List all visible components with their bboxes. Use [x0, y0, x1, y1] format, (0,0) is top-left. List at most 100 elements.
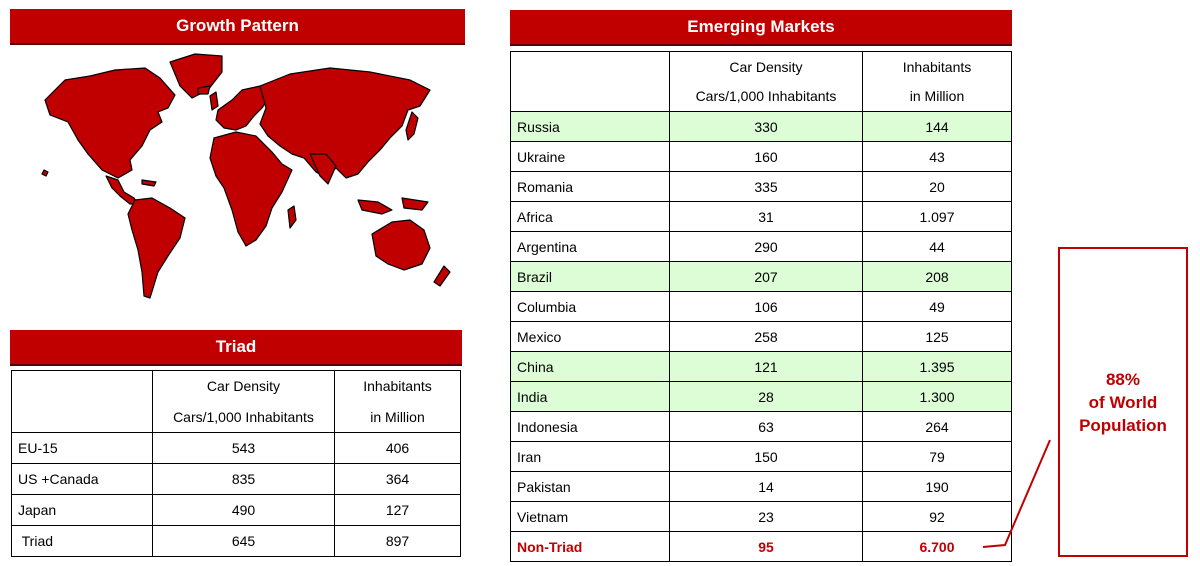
row-name: Brazil: [510, 261, 670, 292]
row-inhabitants: 406: [334, 432, 461, 464]
row-density: 543: [152, 432, 335, 464]
emerging-markets-table: Car Density Inhabitants Cars/1,000 Inhab…: [510, 51, 1012, 562]
row-name: Japan: [11, 494, 153, 526]
row-name: US +Canada: [11, 463, 153, 495]
em-subheader-inhabitants: in Million: [862, 81, 1012, 112]
table-row: Russia 330 144: [510, 111, 1012, 142]
row-name: Indonesia: [510, 411, 670, 442]
row-inhabitants: 1.300: [862, 381, 1012, 412]
row-density: 645: [152, 525, 335, 557]
row-name: Columbia: [510, 291, 670, 322]
row-inhabitants: 264: [862, 411, 1012, 442]
table-row: Mexico 258 125: [510, 321, 1012, 352]
triad-header-inhabitants: Inhabitants: [334, 370, 461, 402]
row-density: 121: [669, 351, 863, 382]
emerging-markets-title: Emerging Markets: [687, 17, 835, 36]
row-density: 490: [152, 494, 335, 526]
triad-subheader-row: Cars/1,000 Inhabitants in Million: [11, 401, 461, 433]
row-density: 106: [669, 291, 863, 322]
table-row: Romania 335 20: [510, 171, 1012, 202]
map-madagascar: [287, 205, 297, 229]
em-header-blank: [510, 51, 670, 82]
row-name: Mexico: [510, 321, 670, 352]
table-row: Ukraine 160 43: [510, 141, 1012, 172]
row-density: 207: [669, 261, 863, 292]
table-row: EU-15 543 406: [11, 432, 461, 464]
row-name: India: [510, 381, 670, 412]
row-name: Vietnam: [510, 501, 670, 532]
row-density: 258: [669, 321, 863, 352]
table-row: Indonesia 63 264: [510, 411, 1012, 442]
map-africa: [209, 131, 293, 247]
growth-pattern-title: Growth Pattern: [176, 16, 299, 35]
row-density: 150: [669, 441, 863, 472]
em-body: Russia 330 144 Ukraine 160 43 Romania 335 20 Afri…: [510, 111, 1012, 532]
table-row: China 121 1.395: [510, 351, 1012, 382]
table-row: Columbia 106 49: [510, 291, 1012, 322]
world-population-callout: 88% of World Population: [1058, 247, 1188, 557]
row-name: Pakistan: [510, 471, 670, 502]
triad-header: Triad: [10, 330, 462, 366]
map-greenland: [169, 53, 223, 99]
map-north-america: [44, 67, 176, 179]
map-central-america: [105, 175, 139, 205]
triad-table: Car Density Inhabitants Cars/1,000 Inhab…: [11, 370, 461, 557]
row-inhabitants: 125: [862, 321, 1012, 352]
callout-text: 88% of World Population: [1079, 369, 1167, 435]
row-density: 835: [152, 463, 335, 495]
em-subheader-density: Cars/1,000 Inhabitants: [669, 81, 863, 112]
row-density: 95: [669, 531, 863, 562]
row-density: 330: [669, 111, 863, 142]
em-header-inhabitants: Inhabitants: [862, 51, 1012, 82]
world-map: [41, 53, 451, 299]
em-subheader-blank: [510, 81, 670, 112]
table-row: Vietnam 23 92: [510, 501, 1012, 532]
emerging-markets-header: Emerging Markets: [510, 10, 1012, 46]
triad-title: Triad: [215, 337, 257, 356]
row-inhabitants: 208: [862, 261, 1012, 292]
table-row: Pakistan 14 190: [510, 471, 1012, 502]
map-japan: [405, 111, 419, 141]
row-inhabitants: 1.395: [862, 351, 1012, 382]
row-inhabitants: 79: [862, 441, 1012, 472]
row-name: Ukraine: [510, 141, 670, 172]
table-row: Brazil 207 208: [510, 261, 1012, 292]
triad-header-row: Car Density Inhabitants: [11, 370, 461, 402]
row-inhabitants: 364: [334, 463, 461, 495]
triad-subheader-density: Cars/1,000 Inhabitants: [152, 401, 335, 433]
row-name: China: [510, 351, 670, 382]
row-density: 335: [669, 171, 863, 202]
triad-subheader-inhabitants: in Million: [334, 401, 461, 433]
row-inhabitants: 144: [862, 111, 1012, 142]
map-caribbean: [141, 179, 157, 187]
map-europe: [215, 85, 271, 131]
row-density: 23: [669, 501, 863, 532]
map-asia: [259, 67, 431, 179]
table-row: Triad 645 897: [11, 525, 461, 557]
row-inhabitants: 897: [334, 525, 461, 557]
em-subheader-row: Cars/1,000 Inhabitants in Million: [510, 81, 1012, 112]
row-inhabitants: 44: [862, 231, 1012, 262]
table-row: Argentina 290 44: [510, 231, 1012, 262]
table-row: Iran 150 79: [510, 441, 1012, 472]
row-density: 63: [669, 411, 863, 442]
row-inhabitants: 49: [862, 291, 1012, 322]
map-new-guinea: [401, 197, 429, 211]
table-row: Japan 490 127: [11, 494, 461, 526]
triad-header-density: Car Density: [152, 370, 335, 402]
row-inhabitants: 92: [862, 501, 1012, 532]
map-hawaii: [41, 169, 49, 177]
triad-header-blank: [11, 370, 153, 402]
row-density: 160: [669, 141, 863, 172]
row-density: 31: [669, 201, 863, 232]
row-density: 14: [669, 471, 863, 502]
em-header-row: Car Density Inhabitants: [510, 51, 1012, 82]
row-density: 290: [669, 231, 863, 262]
row-name: Africa: [510, 201, 670, 232]
table-row: India 28 1.300: [510, 381, 1012, 412]
row-name: Triad: [11, 525, 153, 557]
row-name: Iran: [510, 441, 670, 472]
row-inhabitants: 43: [862, 141, 1012, 172]
row-inhabitants: 190: [862, 471, 1012, 502]
row-inhabitants: 1.097: [862, 201, 1012, 232]
